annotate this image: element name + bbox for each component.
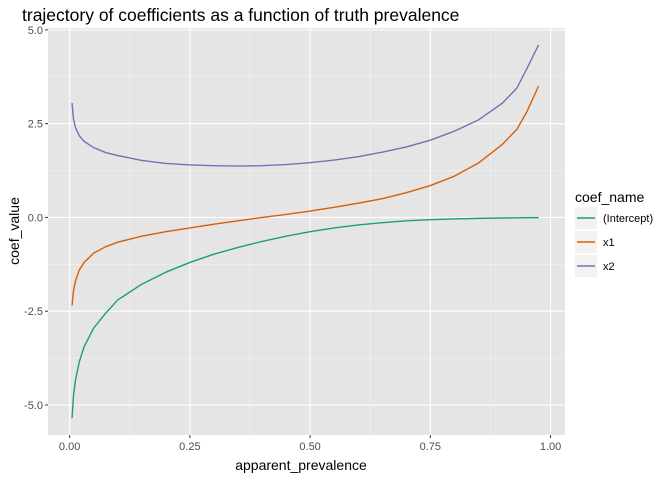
series-line-0 [71, 216, 539, 419]
x-axis-title: apparent_prevalence [235, 457, 367, 473]
y-tick-label: -5.0 [24, 400, 43, 412]
legend-item: x2 [575, 255, 615, 277]
x-tick-label: 0.50 [299, 441, 320, 453]
legend-label: (Intercept) [603, 213, 653, 225]
y-axis-title: coef_value [6, 197, 22, 265]
legend-item: x1 [575, 231, 615, 253]
y-tick-label: 5.0 [28, 25, 43, 37]
y-tick-label: -2.5 [24, 306, 43, 318]
x-tick-label: 0.00 [59, 441, 80, 453]
plot-panel [48, 28, 565, 435]
minor-gridlines [48, 28, 565, 435]
legend-item: (Intercept) [575, 207, 653, 229]
x-tick-label: 1.00 [540, 441, 561, 453]
series-line-1 [71, 85, 540, 306]
legend-title: coef_name [575, 189, 644, 205]
series-line-2 [71, 44, 540, 167]
major-gridlines [48, 28, 565, 435]
x-tick-label: 0.75 [420, 441, 441, 453]
y-tick-label: 0.0 [28, 212, 43, 224]
series-lines [71, 44, 540, 419]
chart-title: trajectory of coefficients as a function… [22, 5, 459, 25]
x-axis: 0.00 0.25 0.50 0.75 1.00 [59, 435, 561, 453]
x-tick-label: 0.25 [179, 441, 200, 453]
y-axis: -5.0 -2.5 0.0 2.5 5.0 [24, 25, 48, 412]
legend: coef_name (Intercept) x1 x2 [575, 189, 653, 277]
y-tick-label: 2.5 [28, 119, 43, 131]
legend-items: (Intercept) x1 x2 [575, 207, 653, 277]
legend-label: x1 [603, 237, 615, 249]
legend-label: x2 [603, 261, 615, 273]
